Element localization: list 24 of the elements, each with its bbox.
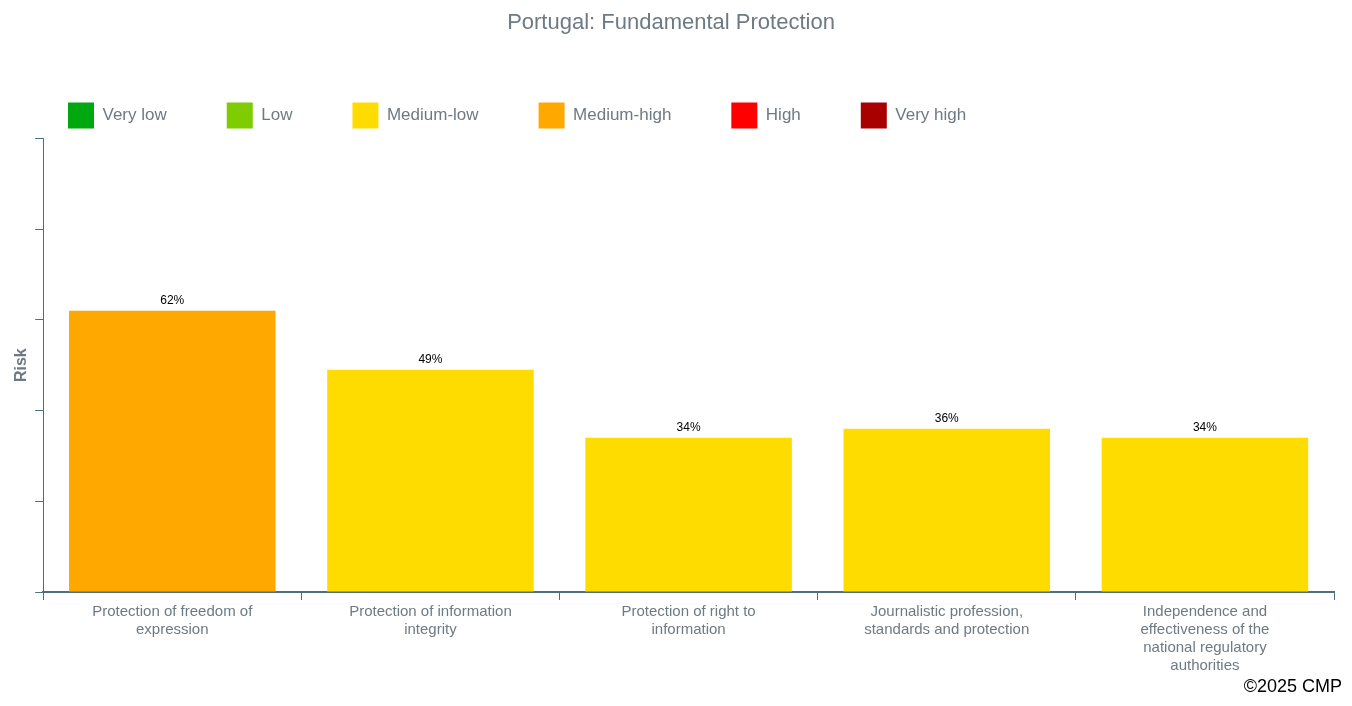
legend-label: Medium-low [386, 105, 480, 125]
legend-label: High [765, 105, 801, 125]
text: ©2025 CMP [1243, 675, 1342, 696]
bar [1101, 437, 1309, 592]
x-tick-label: Protection of information integrity [349, 602, 512, 638]
bar [843, 428, 1051, 592]
legend-label: Very low [102, 105, 168, 125]
data-label: 36% [934, 411, 960, 426]
data-label: 49% [418, 352, 443, 367]
x-tick-label: Protection of freedom of expression [92, 602, 254, 638]
data-label: 34% [676, 420, 701, 435]
x-tick-label: Independence and effectiveness of the national regulatory authorities [1140, 602, 1270, 674]
data-label: 34% [1192, 420, 1218, 435]
bar [585, 437, 792, 592]
legend-label: Low [261, 105, 294, 125]
bar [69, 310, 276, 592]
legend-label: Medium-high [573, 105, 672, 125]
x-tick-label: Protection of right to information [621, 602, 756, 638]
bar [327, 369, 534, 592]
y-axis-title: Risk [12, 348, 30, 383]
chart-title: Portugal: Fundamental Protection [507, 9, 835, 35]
legend-label: Very high [895, 105, 967, 125]
data-label: 62% [160, 293, 185, 308]
x-tick-label: Journalistic profession, standards and protection [864, 602, 1030, 638]
